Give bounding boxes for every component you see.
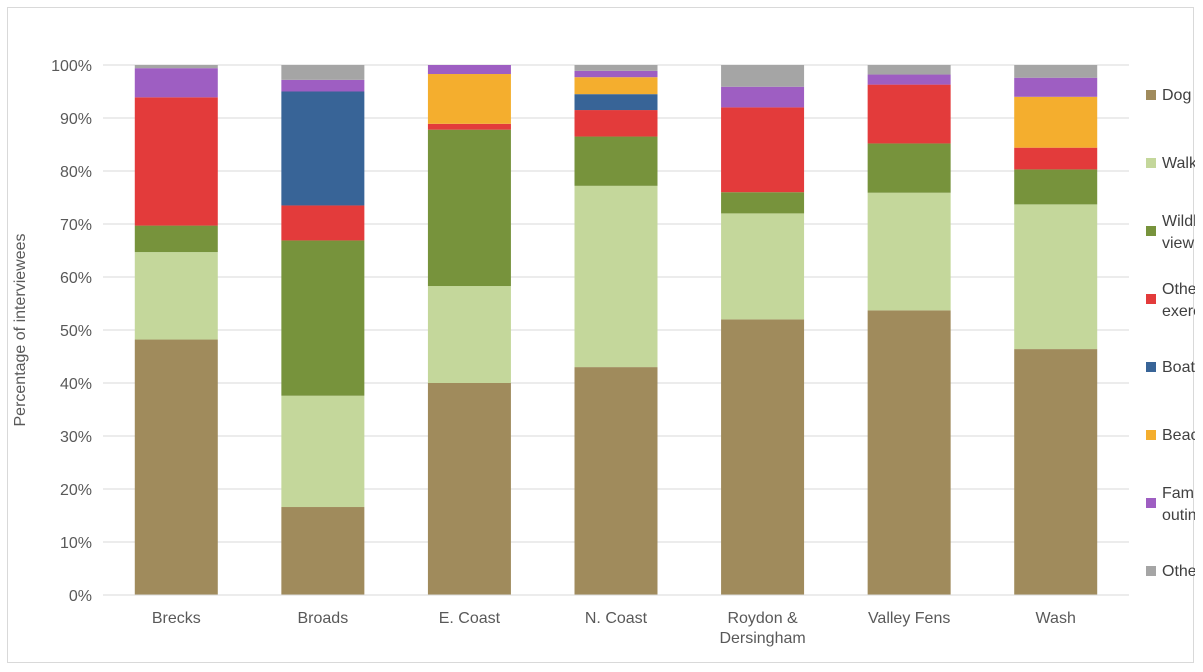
x-tick-label: N. Coast (585, 610, 648, 627)
bar-segment (427, 65, 511, 75)
legend-label: Wildlife/sceneryviewing (1162, 213, 1195, 252)
bar-segment (427, 123, 511, 130)
y-tick-label: 50% (60, 323, 92, 340)
bar-segment (281, 79, 365, 92)
y-tick-label: 0% (69, 588, 92, 605)
x-tick-label: Brecks (152, 610, 201, 627)
bar-segment (574, 185, 658, 368)
legend-swatch (1146, 498, 1156, 508)
bar-segment (1014, 204, 1098, 350)
axes: 0% 10% 20% 30% 40% 50% 60% 70% 80% 90% 100% Brecks B… (51, 58, 1129, 647)
legend-swatch (1146, 430, 1156, 440)
x-tick-label: E. Coast (439, 610, 501, 627)
bar-segment (721, 192, 805, 214)
legend-swatch (1146, 90, 1156, 100)
chart-frame: 0% 10% 20% 30% 40% 50% 60% 70% 80% 90% 100% Brecks B… (7, 7, 1195, 663)
bar-segment (134, 339, 218, 595)
legend: Dog walking Walking Wildlife/sceneryviewin… (1146, 87, 1195, 580)
bar-segment (721, 213, 805, 320)
bar-segment (574, 367, 658, 595)
legend-label: Dog walking (1162, 87, 1195, 104)
x-tick-label: Broads (298, 610, 349, 627)
y-tick-label: 20% (60, 482, 92, 499)
bar-segment (134, 68, 218, 98)
y-tick-label: 80% (60, 164, 92, 181)
legend-label: Beach Activity (1162, 427, 1195, 444)
legend-swatch (1146, 226, 1156, 236)
bar-segment (1014, 169, 1098, 205)
legend-swatch (1146, 362, 1156, 372)
legend-swatch (1146, 294, 1156, 304)
y-tick-label: 90% (60, 111, 92, 128)
y-tick-label: 70% (60, 217, 92, 234)
legend-swatch (1146, 566, 1156, 576)
bar-segment (134, 225, 218, 253)
bar-segment (867, 310, 951, 595)
legend-label: Other (1162, 563, 1195, 580)
bar-segment (427, 129, 511, 287)
bar-segment (281, 91, 365, 206)
bar-segment (574, 136, 658, 186)
bar-segment (427, 383, 511, 595)
y-tick-label: 60% (60, 270, 92, 287)
legend-label: Walking (1162, 155, 1195, 172)
bar-segment (721, 65, 805, 87)
bar-segment (1014, 147, 1098, 170)
bar-segment (574, 77, 658, 95)
bar-segment (1014, 65, 1098, 78)
bar-segment (574, 94, 658, 111)
bar-segment (867, 74, 951, 85)
bar-segment (867, 143, 951, 193)
bar-segment (574, 110, 658, 137)
legend-label: Boat activities (1162, 359, 1195, 376)
bars (134, 65, 1098, 595)
legend-label: Otherexercise/recreation (1162, 281, 1195, 320)
bar-segment (1014, 349, 1098, 595)
bar-segment (574, 70, 658, 78)
bar-segment (721, 86, 805, 108)
bar-segment (134, 252, 218, 340)
bar-segment (281, 395, 365, 508)
bar-segment (721, 319, 805, 595)
legend-swatch (1146, 158, 1156, 168)
bar-segment (427, 286, 511, 383)
x-tick-label: Roydon & Dersingham (719, 610, 805, 647)
bar-segment (281, 65, 365, 80)
bar-segment (721, 107, 805, 193)
y-tick-label: 30% (60, 429, 92, 446)
bar-segment (281, 205, 365, 241)
bar-segment (867, 84, 951, 144)
y-axis-label: Percentage of interviewees (12, 234, 29, 427)
bar-segment (867, 192, 951, 311)
y-tick-label: 100% (51, 58, 92, 75)
bar-segment (574, 65, 658, 71)
bar-segment (1014, 77, 1098, 97)
bar-segment (427, 74, 511, 124)
stacked-bar-chart: 0% 10% 20% 30% 40% 50% 60% 70% 80% 90% 100% Brecks B… (12, 58, 1195, 647)
x-tick-label: Valley Fens (868, 610, 950, 627)
x-tick-label: Wash (1036, 610, 1076, 627)
y-tick-label: 40% (60, 376, 92, 393)
bar-segment (867, 65, 951, 75)
bar-segment (1014, 96, 1098, 148)
bar-segment (134, 65, 218, 69)
y-tick-label: 10% (60, 535, 92, 552)
bar-segment (134, 97, 218, 226)
bar-segment (281, 507, 365, 595)
bar-segment (281, 240, 365, 396)
legend-label: Family/Groupoutings/events (1162, 485, 1195, 524)
